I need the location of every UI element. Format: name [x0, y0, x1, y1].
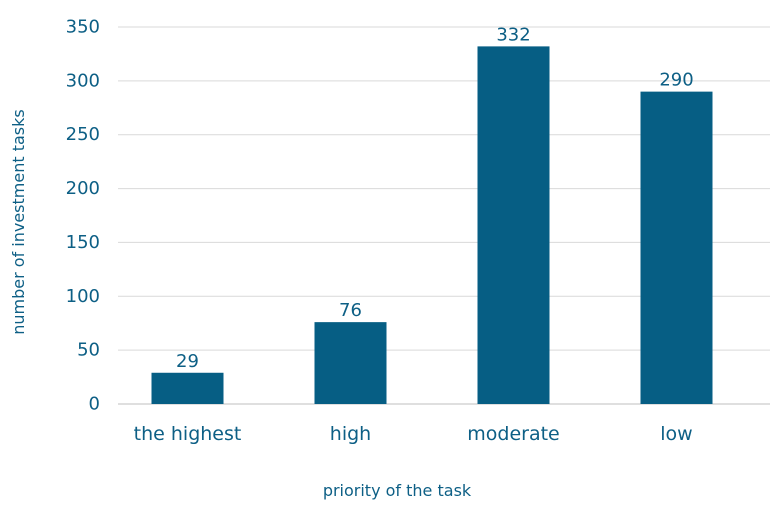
x-tick-label: moderate: [467, 423, 559, 445]
bar: [151, 372, 224, 404]
data-label: 290: [659, 70, 693, 91]
bar: [640, 91, 713, 404]
x-tick-label: low: [660, 423, 692, 445]
y-tick-label: 0: [89, 394, 100, 415]
axes: 0 50 100 150 200 250 300 350 the highest high mode…: [66, 17, 770, 445]
y-tick-label: 50: [77, 340, 100, 361]
y-tick-label: 300: [66, 70, 100, 91]
gridlines: [118, 26, 770, 351]
data-label: 332: [496, 24, 530, 45]
x-axis-title: priority of the task: [323, 481, 472, 500]
bars: [151, 46, 713, 404]
data-labels: 29 76 332 290: [176, 24, 694, 371]
data-label: 29: [176, 351, 199, 372]
x-tick-label: the highest: [134, 423, 242, 445]
x-tick-label: high: [330, 423, 371, 445]
y-tick-label: 250: [66, 124, 100, 145]
y-tick-label: 100: [66, 286, 100, 307]
y-tick-label: 200: [66, 178, 100, 199]
y-tick-label: 150: [66, 232, 100, 253]
bar: [477, 46, 550, 404]
y-axis-title: number of investment tasks: [9, 109, 28, 335]
data-label: 76: [339, 300, 362, 321]
bar: [314, 322, 387, 404]
y-tick-label: 350: [66, 17, 100, 38]
